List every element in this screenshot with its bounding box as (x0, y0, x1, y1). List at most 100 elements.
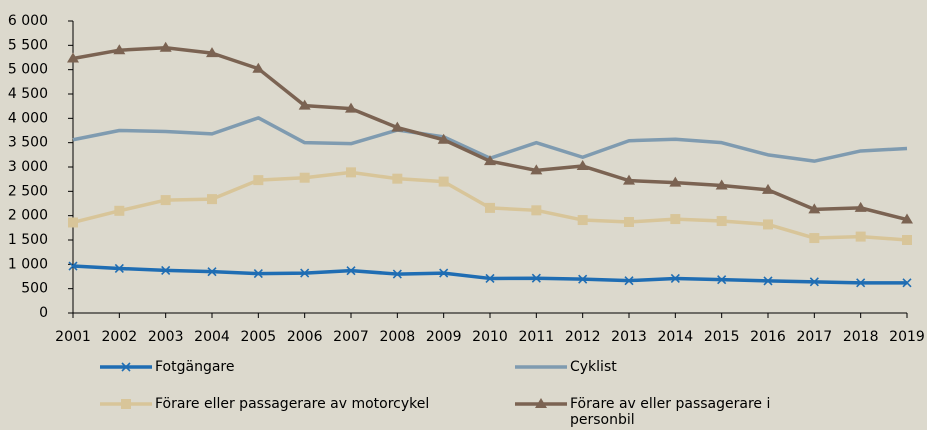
marker (763, 219, 773, 230)
y-tick-label: 4 000 (8, 110, 48, 126)
marker (346, 266, 356, 276)
y-tick-label: 3 500 (8, 135, 48, 151)
marker (535, 398, 547, 408)
marker (809, 277, 819, 287)
marker (161, 265, 171, 275)
marker (670, 273, 680, 284)
x-tick-label: 2001 (55, 329, 91, 345)
x-tick-label: 2016 (750, 329, 786, 345)
legend-label: Fotgängare (155, 359, 235, 375)
marker (485, 273, 495, 284)
marker (856, 278, 866, 288)
y-tick-label: 500 (21, 281, 48, 297)
marker (67, 52, 79, 63)
x-tick-label: 2019 (889, 329, 925, 345)
marker (855, 231, 866, 242)
x-tick-label: 2015 (704, 329, 740, 345)
marker (439, 268, 449, 278)
y-tick-label: 5 500 (8, 37, 48, 53)
y-tick-label: 2 500 (8, 183, 48, 199)
x-tick-label: 2005 (241, 329, 277, 345)
marker (809, 233, 820, 244)
marker (485, 202, 495, 213)
marker (114, 205, 125, 216)
y-tick-label: 2 000 (8, 208, 48, 224)
marker (300, 268, 310, 278)
marker (392, 173, 403, 184)
marker (253, 175, 264, 186)
marker (808, 203, 821, 214)
y-tick-label: 0 (39, 305, 48, 321)
x-tick-label: 2018 (843, 329, 879, 345)
marker (577, 215, 588, 226)
marker (484, 155, 496, 166)
marker (530, 164, 543, 175)
series-line (72, 264, 907, 285)
marker (207, 194, 217, 205)
marker (854, 201, 867, 212)
x-tick-label: 2003 (148, 329, 184, 345)
x-tick-label: 2006 (287, 329, 323, 345)
marker (391, 121, 404, 132)
marker (669, 176, 682, 187)
x-tick-label: 2017 (797, 329, 833, 345)
x-tick-label: 2009 (426, 329, 462, 345)
marker (624, 216, 634, 227)
legend-label: Förare av eller passagerare i personbil (570, 396, 771, 428)
x-tick-label: 2008 (380, 329, 416, 345)
series-line (72, 116, 908, 163)
marker (576, 160, 589, 171)
marker (578, 274, 588, 284)
marker (438, 176, 449, 187)
marker (113, 44, 126, 55)
x-tick-label: 2011 (519, 329, 555, 345)
y-tick-label: 3 000 (8, 159, 48, 175)
marker (206, 47, 218, 58)
x-tick-label: 2013 (611, 329, 647, 345)
x-tick-label: 2010 (472, 329, 508, 345)
marker (252, 62, 265, 73)
marker (531, 273, 541, 283)
marker (902, 235, 912, 245)
marker (715, 179, 728, 190)
legend-label: Cyklist (570, 359, 617, 375)
y-tick-label: 5 000 (8, 62, 48, 78)
marker (716, 216, 727, 227)
marker (299, 172, 310, 183)
marker (902, 278, 912, 288)
x-tick-label: 2014 (658, 329, 694, 345)
marker (159, 41, 172, 52)
marker (763, 276, 773, 286)
x-tick-label: 2007 (333, 329, 369, 345)
x-tick-label: 2004 (194, 329, 230, 345)
marker (531, 205, 542, 216)
marker (901, 213, 913, 224)
marker (68, 217, 78, 228)
marker (253, 269, 263, 279)
y-tick-label: 1 500 (8, 232, 48, 248)
marker (207, 267, 217, 277)
marker (392, 269, 402, 279)
marker (762, 183, 774, 194)
x-tick-label: 2002 (102, 329, 138, 345)
y-tick-label: 4 500 (8, 86, 48, 102)
marker (717, 275, 727, 285)
y-tick-label: 1 000 (8, 256, 48, 272)
x-tick-label: 2012 (565, 329, 601, 345)
marker (160, 195, 171, 206)
marker (437, 133, 450, 144)
marker (670, 214, 681, 225)
marker (346, 167, 356, 178)
marker (298, 99, 311, 110)
marker (121, 362, 131, 372)
marker (68, 261, 78, 271)
y-tick-label: 6 000 (8, 13, 48, 29)
marker (624, 276, 634, 286)
marker (121, 399, 131, 409)
marker (114, 263, 124, 274)
legend-label: Förare eller passagerare av motorcykel (155, 396, 430, 412)
marker (345, 102, 357, 113)
marker (623, 174, 635, 185)
